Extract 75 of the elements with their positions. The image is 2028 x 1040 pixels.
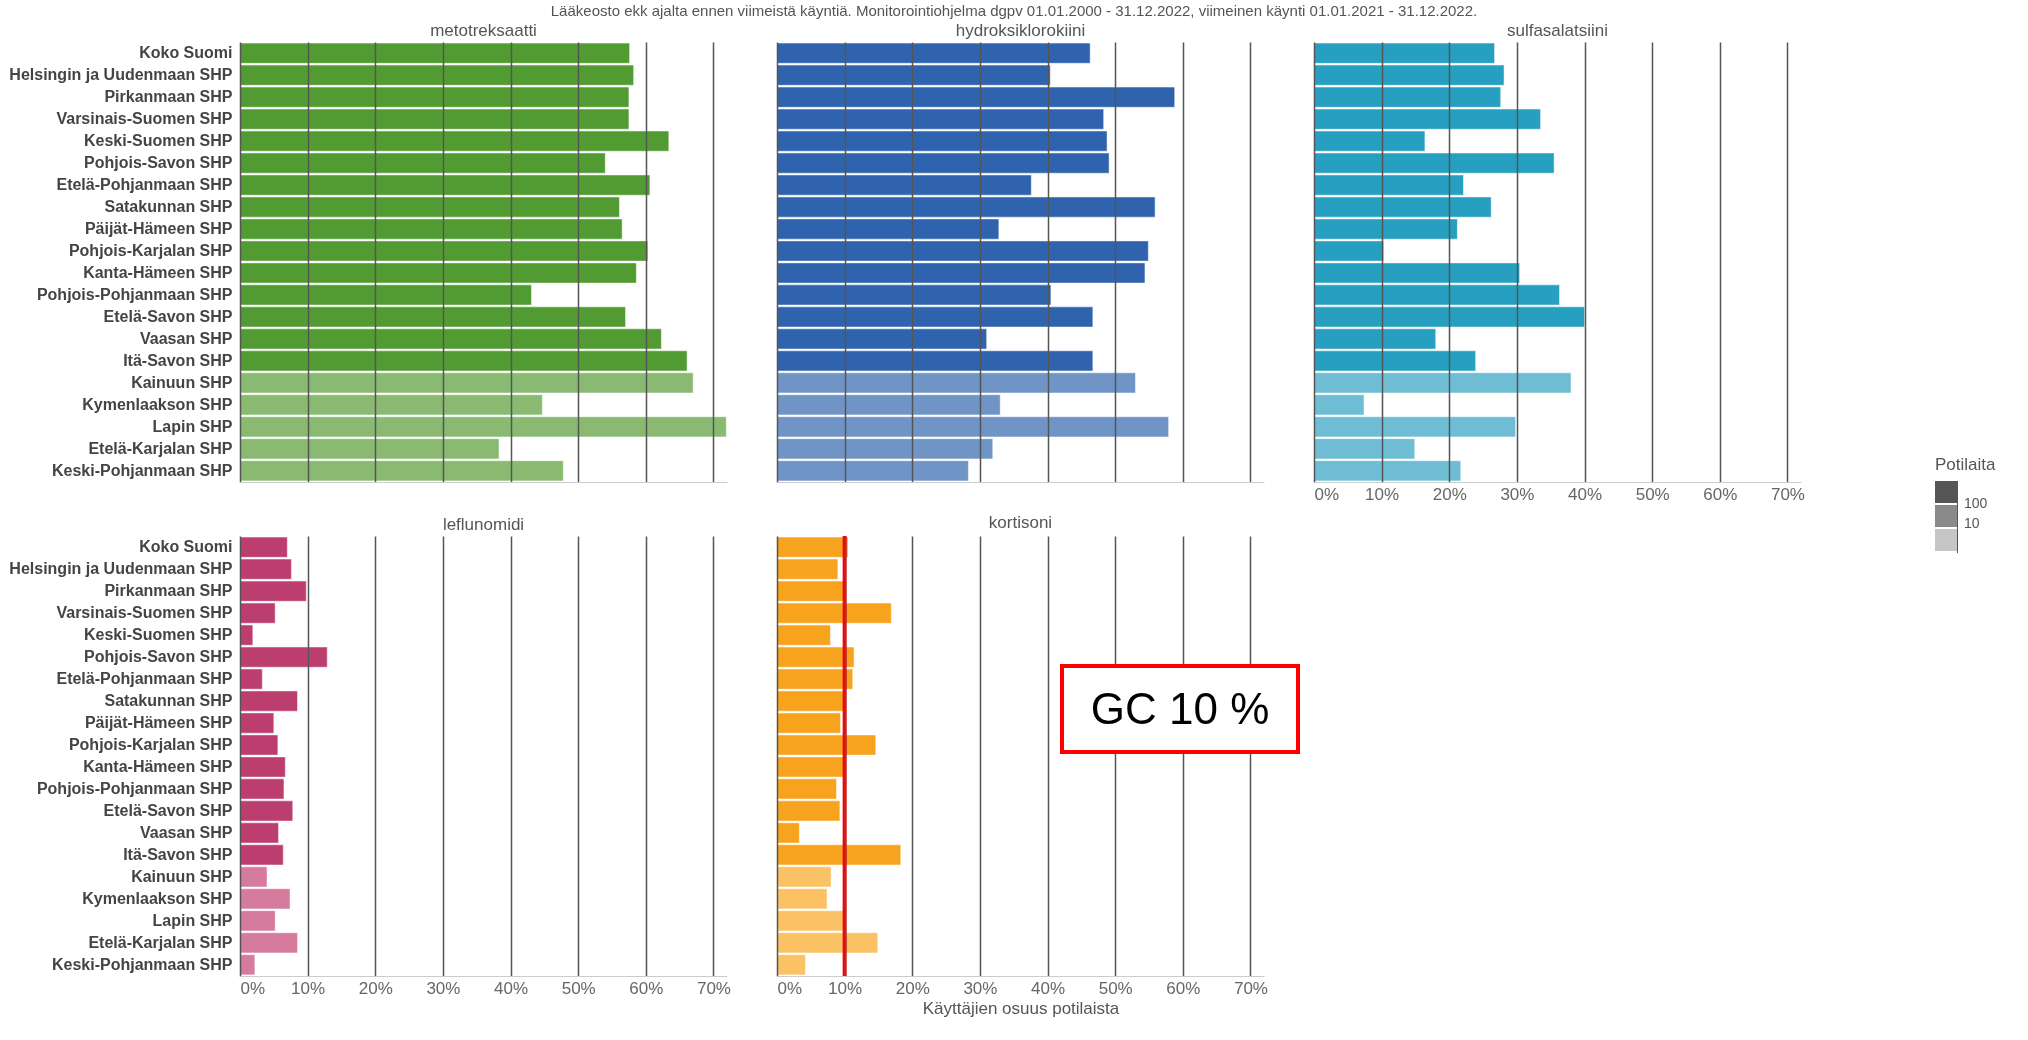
y-tick-label: Lapin SHP	[152, 911, 233, 929]
y-tick-label: Päijät-Hämeen SHP	[84, 220, 233, 238]
y-tick-label: Vaasan SHP	[140, 329, 233, 347]
text: 10	[1964, 515, 1981, 531]
y-tick-label: Etelä-Savon SHP	[103, 307, 233, 325]
y-tick-label: Koko Suomi	[139, 538, 233, 556]
x-tick-label: 50%	[1098, 978, 1133, 998]
y-tick-label: Kanta-Hämeen SHP	[83, 757, 233, 775]
y-tick-label: Helsingin ja Uudenmaan SHP	[9, 66, 233, 84]
y-tick-label: Etelä-Karjalan SHP	[88, 933, 233, 951]
x-tick-label: 50%	[1635, 484, 1670, 504]
y-tick-label: Pohjois-Pohjanmaan SHP	[36, 779, 233, 797]
y-tick-label: Pirkanmaan SHP	[104, 582, 233, 600]
x-tick-label: 10%	[1365, 484, 1400, 504]
y-tick-label: Pohjois-Karjalan SHP	[68, 242, 233, 260]
y-tick-label: Kainuun SHP	[131, 373, 233, 391]
x-tick-label: 60%	[1166, 978, 1201, 998]
x-tick-label: 30%	[426, 978, 461, 998]
y-tick-label: Lapin SHP	[152, 417, 233, 435]
y-tick-label: Etelä-Pohjanmaan SHP	[56, 670, 233, 688]
y-tick-label: Pirkanmaan SHP	[104, 88, 233, 106]
y-tick-label: Kainuun SHP	[131, 867, 233, 885]
y-tick-label: Keski-Suomen SHP	[84, 132, 233, 150]
y-tick-label: Keski-Pohjanmaan SHP	[52, 461, 233, 479]
chart-title: hydroksiklorokiini	[955, 21, 1086, 40]
y-tick-label: Pohjois-Savon SHP	[84, 154, 233, 172]
y-tick-label: Vaasan SHP	[140, 823, 233, 841]
chart-title: metotreksaatti	[430, 21, 537, 40]
y-tick-label: Päijät-Hämeen SHP	[84, 714, 233, 732]
y-tick-label: Varsinais-Suomen SHP	[56, 604, 233, 622]
legend-title: Potilaita	[1935, 455, 1996, 475]
y-tick-label: Kymenlaakson SHP	[82, 395, 233, 413]
chart-title: kortisoni	[988, 513, 1053, 532]
y-tick-label: Satakunnan SHP	[104, 692, 233, 710]
text: Lääkeosto ekk ajalta ennen viimeistä käyntiä. Monitorointiohjelma dgpv 01.01.2000 - 31.12.2022, viimeinen käynti 01.01.2021 - 31.12.2022.	[549, 1, 1479, 21]
chart-title: sulfasalatsiini	[1506, 21, 1609, 40]
x-tick-label: 70%	[1770, 484, 1805, 504]
chart-title: leflunomidi	[442, 515, 525, 534]
y-tick-label: Etelä-Pohjanmaan SHP	[56, 176, 233, 194]
y-tick-label: Etelä-Karjalan SHP	[88, 439, 233, 457]
x-tick-label: 60%	[629, 978, 664, 998]
x-tick-label: 0%	[777, 978, 803, 998]
y-tick-label: Keski-Pohjanmaan SHP	[52, 955, 233, 973]
y-tick-label: Kymenlaakson SHP	[82, 889, 233, 907]
x-tick-label: 10%	[828, 978, 863, 998]
x-tick-label: 70%	[696, 978, 731, 998]
y-tick-label: Varsinais-Suomen SHP	[56, 110, 233, 128]
x-tick-label: 50%	[561, 978, 596, 998]
y-tick-label: Etelä-Savon SHP	[103, 801, 233, 819]
y-tick-label: Pohjois-Savon SHP	[84, 648, 233, 666]
x-tick-label: 60%	[1703, 484, 1738, 504]
x-tick-label: 0%	[240, 978, 266, 998]
label-box: GC 10 %	[1060, 664, 1300, 754]
y-tick-label: Itä-Savon SHP	[123, 845, 233, 863]
x-tick-label: 70%	[1233, 978, 1268, 998]
x-axis-title: Käyttäjien osuus potilaista	[922, 998, 1120, 1018]
y-tick-label: Helsingin ja Uudenmaan SHP	[9, 560, 233, 578]
x-tick-label: 30%	[1500, 484, 1535, 504]
x-tick-label: 10%	[291, 978, 326, 998]
y-tick-label: Itä-Savon SHP	[123, 351, 233, 369]
x-tick-label: 40%	[494, 978, 529, 998]
y-tick-label: Satakunnan SHP	[104, 198, 233, 216]
x-tick-label: 20%	[358, 978, 393, 998]
text: 100	[1964, 495, 1988, 511]
y-tick-label: Keski-Suomen SHP	[84, 626, 233, 644]
x-tick-label: 40%	[1031, 978, 1066, 998]
y-tick-label: Pohjois-Karjalan SHP	[68, 736, 233, 754]
x-tick-label: 40%	[1568, 484, 1603, 504]
y-tick-label: Koko Suomi	[139, 44, 233, 62]
x-tick-label: 20%	[1432, 484, 1467, 504]
x-tick-label: 30%	[963, 978, 998, 998]
y-tick-label: Pohjois-Pohjanmaan SHP	[36, 285, 233, 303]
x-tick-label: 0%	[1314, 484, 1340, 504]
y-tick-label: Kanta-Hämeen SHP	[83, 263, 233, 281]
x-tick-label: 20%	[895, 978, 930, 998]
